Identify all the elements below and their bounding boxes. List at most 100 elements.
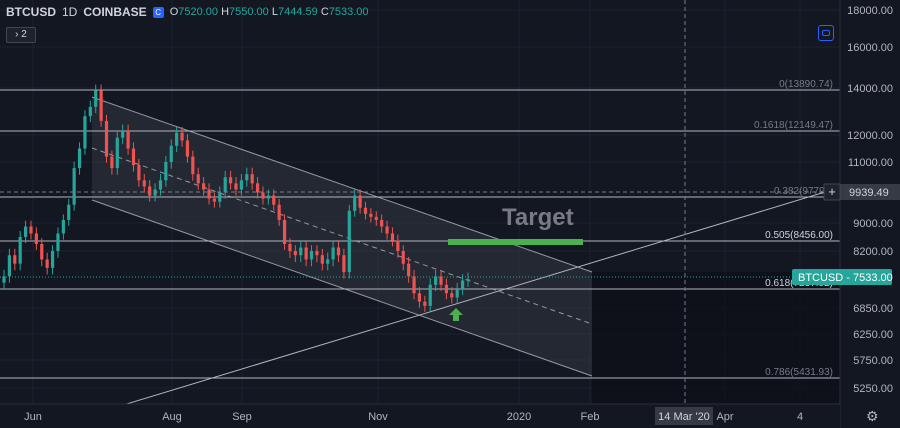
- candle: [83, 110, 87, 155]
- candle: [299, 241, 303, 263]
- candle: [272, 189, 276, 211]
- candle: [137, 158, 141, 187]
- candle: [202, 177, 206, 196]
- low-value: 7444.59: [277, 6, 318, 18]
- candles: [2, 84, 470, 312]
- candle: [412, 269, 416, 300]
- candle: [250, 167, 254, 190]
- interval-label[interactable]: 1D: [62, 5, 78, 19]
- fib-label: 0.505(8456.00): [765, 230, 833, 241]
- candle: [88, 100, 92, 123]
- candle: [288, 238, 292, 258]
- candle: [229, 170, 233, 190]
- candle: [277, 198, 281, 226]
- candle: [2, 269, 6, 289]
- time-tick-label: 4: [797, 411, 803, 423]
- high-value: 7550.00: [229, 6, 269, 18]
- candle: [99, 84, 103, 127]
- price-tick-label: 6850.00: [853, 303, 893, 315]
- candle: [180, 126, 184, 147]
- candle: [7, 248, 11, 283]
- channel-mid-line: [91, 147, 593, 325]
- candle: [407, 256, 411, 283]
- candle: [18, 230, 22, 271]
- candle: [353, 189, 357, 217]
- candle: [336, 241, 341, 263]
- price-tick-label: 8200.00: [853, 246, 893, 258]
- price-axis: 18000.00 16000.00 14000.00 12000.00 11000.00…: [839, 0, 900, 428]
- time-tick-label: Apr: [716, 411, 733, 423]
- candle: [175, 126, 179, 153]
- candle: [255, 177, 260, 199]
- candle: [45, 252, 49, 275]
- target-label: Target: [502, 204, 574, 231]
- svg-text:14 Mar '20: 14 Mar '20: [658, 411, 710, 423]
- candle: [115, 131, 119, 175]
- crosshair-date-label: 14 Mar '20: [655, 407, 713, 425]
- candle: [169, 139, 173, 169]
- price-tick-label: 9000.00: [853, 218, 893, 230]
- descending-channel: [91, 96, 840, 404]
- candle: [385, 220, 389, 240]
- candle: [185, 134, 190, 163]
- symbol-name[interactable]: BTCUSD: [6, 5, 56, 19]
- fib-label: 0.382(9779.7: [774, 186, 833, 197]
- symbol-header: BTCUSD 1D COINBASE C O7520.00 H7550.00 L…: [6, 5, 369, 19]
- time-tick-label: Sep: [232, 411, 252, 423]
- candle: [207, 183, 211, 205]
- price-tick-label: 14000.00: [847, 83, 893, 95]
- candle: [77, 142, 82, 175]
- candle: [417, 287, 422, 308]
- svg-text:9939.49: 9939.49: [849, 187, 889, 199]
- candle: [50, 245, 55, 275]
- candle: [72, 161, 76, 211]
- candle: [61, 214, 65, 240]
- crosshair-price-label: 9939.49: [840, 184, 900, 200]
- ohlc-values: O7520.00 H7550.00 L7444.59 C7533.00: [169, 6, 369, 18]
- candle: [223, 170, 227, 199]
- candle: [212, 192, 217, 208]
- time-tick-label: Jun: [24, 411, 42, 423]
- candle: [401, 245, 405, 271]
- candle: [304, 241, 308, 267]
- candle: [331, 241, 335, 267]
- candle: [466, 272, 470, 287]
- candle: [293, 245, 297, 263]
- candle: [261, 186, 265, 205]
- candle: [363, 201, 368, 220]
- candle: [110, 150, 114, 175]
- svg-text:BTCUSD - 7533.00: BTCUSD - 7533.00: [798, 272, 893, 284]
- crosshair-plus-button[interactable]: +: [823, 183, 841, 201]
- candle: [164, 156, 168, 187]
- fib-label: 0.1618(12149.47): [754, 120, 833, 131]
- projection-box: [592, 272, 840, 404]
- time-axis: Jun Aug Sep Nov 2020 Feb Apr 4: [0, 403, 840, 428]
- trendline-support: [119, 184, 849, 407]
- candle: [94, 84, 98, 114]
- candle: [40, 238, 44, 267]
- studies-toggle-button[interactable]: › 2: [6, 27, 36, 43]
- candle: [390, 227, 395, 247]
- price-tick-label: 11000.00: [848, 157, 893, 169]
- candle: [450, 287, 454, 304]
- time-tick-label: Feb: [581, 411, 600, 423]
- fib-label: 0(13890.74): [779, 79, 833, 90]
- candle: [315, 245, 319, 263]
- close-value: 7533.00: [328, 6, 369, 18]
- candle: [131, 142, 136, 172]
- candle: [34, 227, 38, 250]
- candle: [347, 205, 351, 279]
- candle: [444, 278, 449, 300]
- candle: [428, 278, 432, 312]
- candle: [434, 269, 438, 292]
- price-tick-label: 5750.00: [853, 355, 893, 367]
- price-tick-label: 18000.00: [847, 5, 893, 17]
- gear-icon[interactable]: ⚙: [866, 408, 879, 424]
- sync-icon[interactable]: [818, 25, 834, 41]
- time-tick-label: Nov: [368, 411, 388, 423]
- candle: [396, 234, 400, 258]
- time-tick-label: Aug: [162, 411, 182, 423]
- candle: [158, 173, 163, 196]
- candle: [142, 173, 146, 193]
